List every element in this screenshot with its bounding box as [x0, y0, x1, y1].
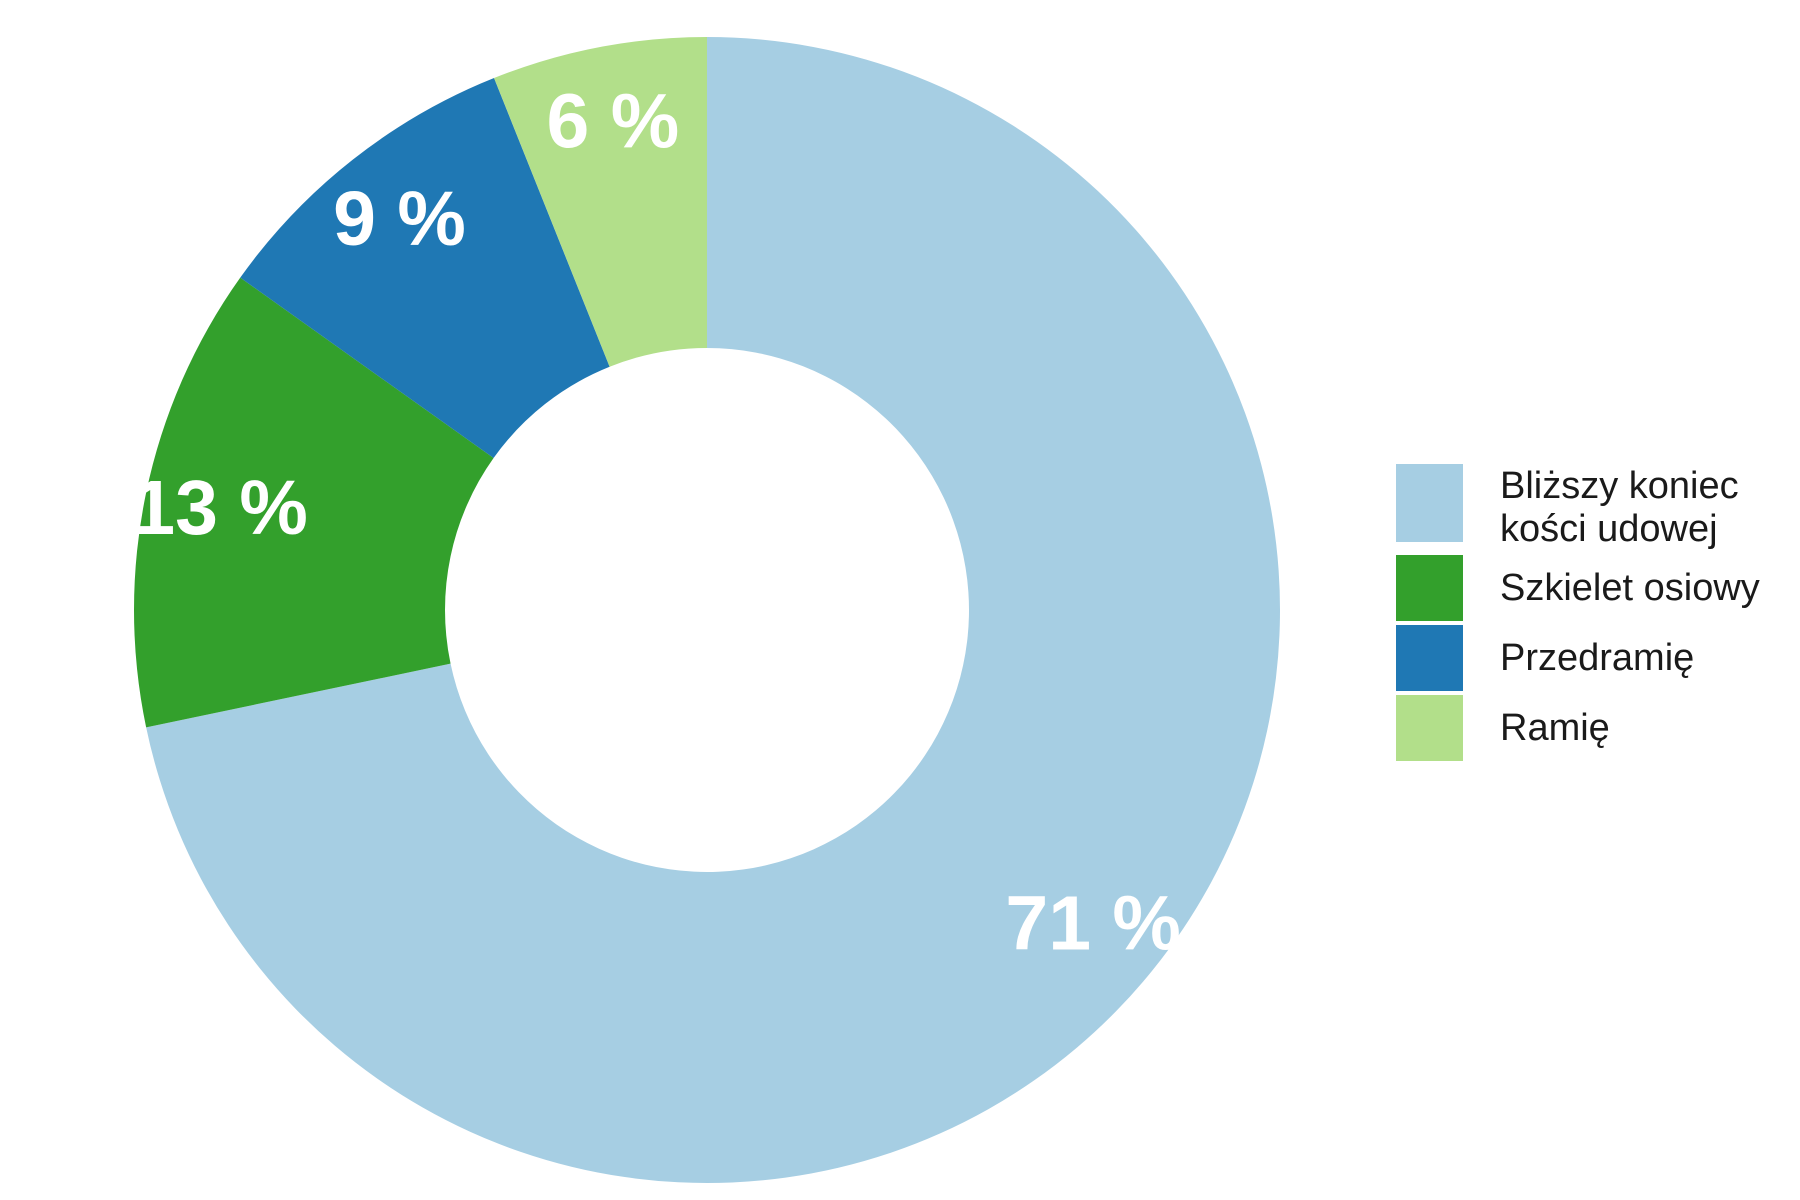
- legend-label-line: Ramię: [1500, 707, 1610, 749]
- legend-label-line: Bliższy koniec: [1500, 465, 1739, 507]
- legend-swatch: [1396, 555, 1463, 621]
- slice-value-label: 71 %: [1005, 881, 1181, 967]
- donut-slice: [133, 277, 494, 728]
- legend-swatch: [1396, 695, 1463, 761]
- legend-label-line: Szkielet osiowy: [1500, 567, 1760, 609]
- legend-label-line: Przedramię: [1500, 637, 1695, 679]
- slice-value-label: 13 %: [132, 465, 308, 551]
- legend-label-line: kości udowej: [1500, 508, 1718, 550]
- legend-item: Bliższy koniec kości udowej: [1396, 464, 1796, 551]
- legend-item: Ramię: [1396, 695, 1796, 761]
- slice-value-label: 9 %: [333, 176, 466, 262]
- legend-swatch: [1396, 464, 1463, 542]
- donut-slice: [494, 37, 707, 367]
- donut-slices: [133, 37, 1280, 1184]
- legend-label: Szkielet osiowy: [1500, 555, 1760, 610]
- legend-label: Przedramię: [1500, 625, 1694, 680]
- legend-item: Szkielet osiowy: [1396, 555, 1796, 621]
- legend-label: Bliższy koniec kości udowej: [1500, 464, 1739, 551]
- donut-slice: [146, 37, 1280, 1184]
- legend-swatch: [1396, 625, 1463, 691]
- donut-slice: [240, 78, 610, 459]
- legend: Bliższy koniec kości udowej Szkielet osiow…: [1396, 464, 1796, 765]
- legend-label: Ramię: [1500, 695, 1610, 750]
- slice-labels: 71 % 13 % 9 % 6 %: [132, 78, 1181, 966]
- slice-value-label: 6 %: [547, 78, 680, 164]
- legend-item: Przedramię: [1396, 625, 1796, 691]
